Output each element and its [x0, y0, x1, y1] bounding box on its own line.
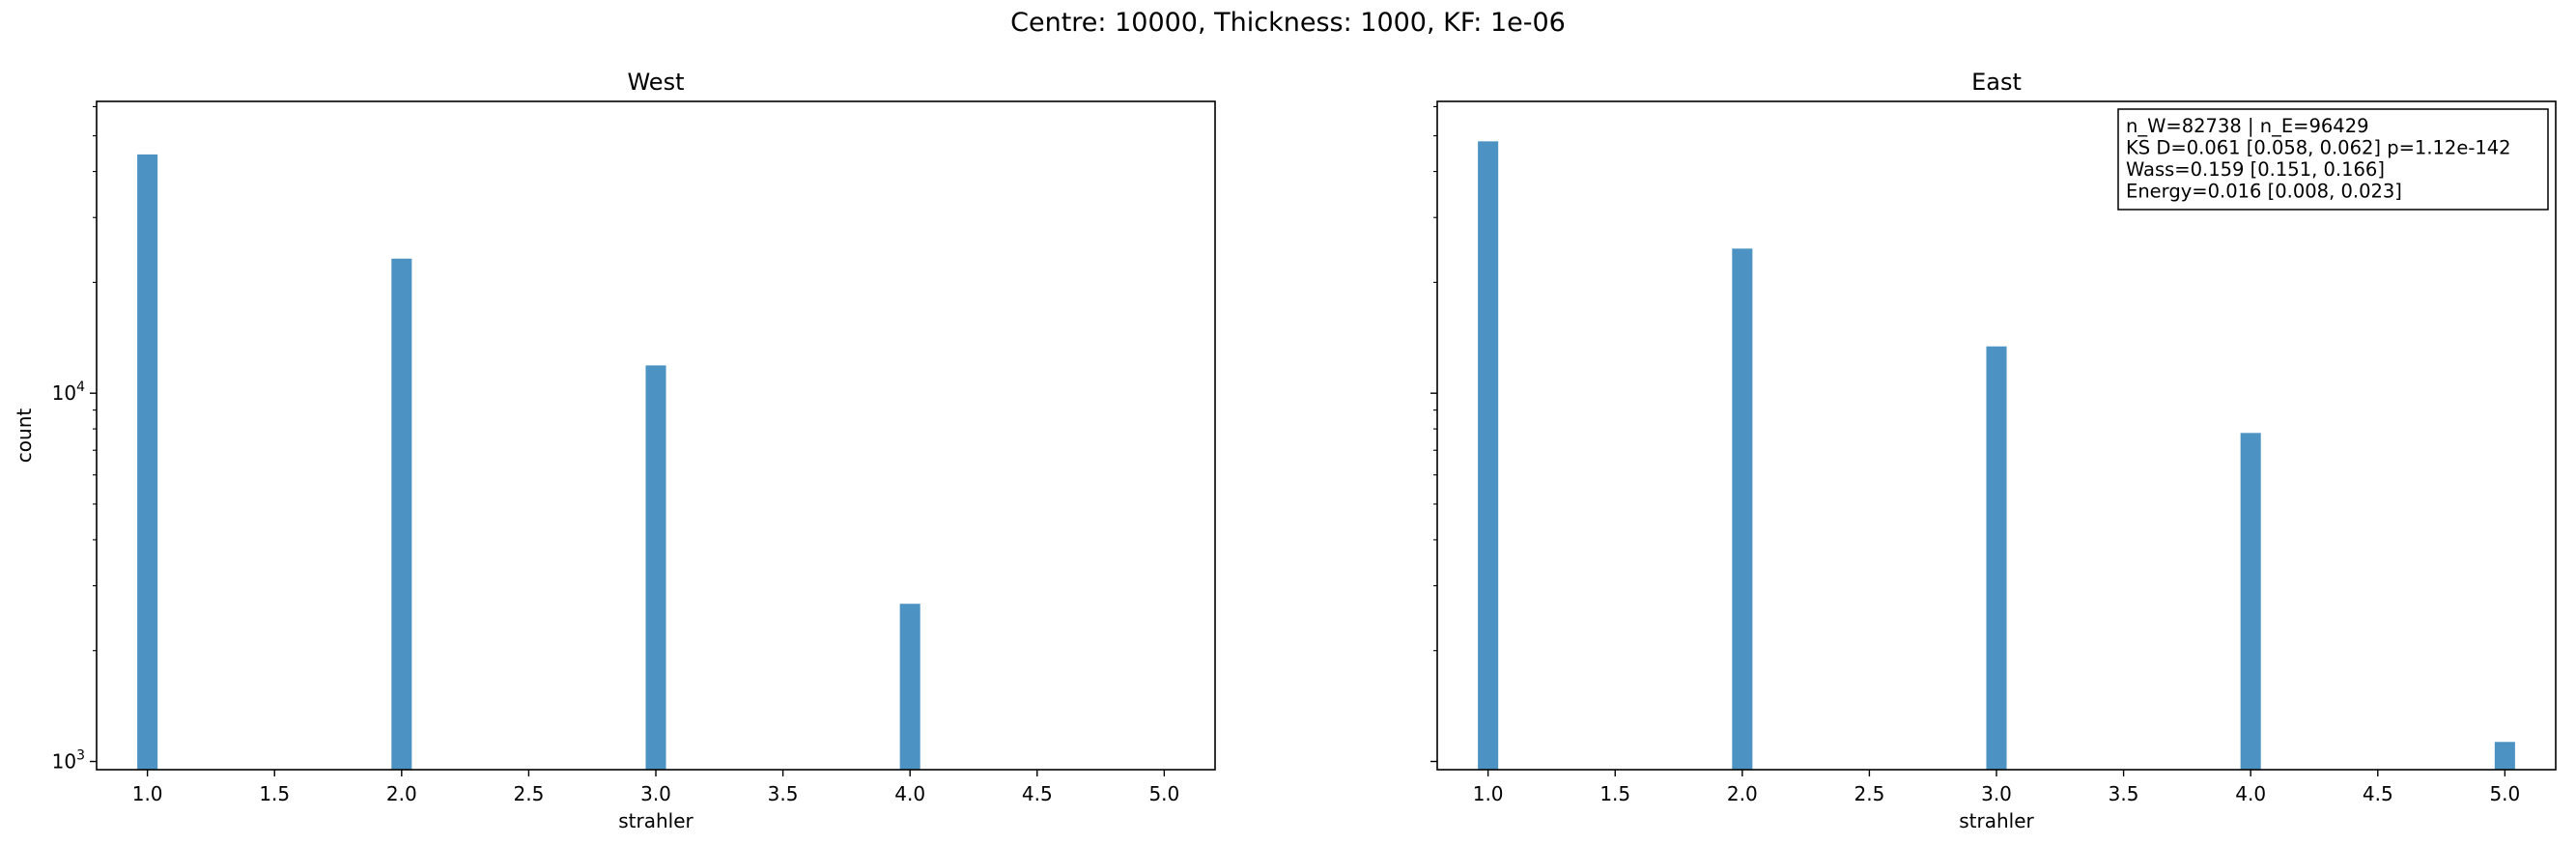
- bar-strahler-4.0: [2240, 433, 2261, 770]
- chart-panel-west: 1.0 1.5 2.0 2.5 3.0 3.5 4.0 4.5 5.0 103 104 West str…: [13, 69, 1216, 832]
- x-tick-label: 3.0: [1981, 782, 2012, 805]
- bar-strahler-5.0: [2494, 742, 2515, 770]
- x-tick-label: 5.0: [2489, 782, 2520, 805]
- x-tick-label: 2.5: [514, 782, 545, 805]
- chart-panel-east: 1.0 1.5 2.0 2.5 3.0 3.5 4.0 4.5 5.0 East strahler n…: [1430, 69, 2557, 832]
- x-tick-label: 3.0: [640, 782, 671, 805]
- y-axis-label: count: [13, 408, 36, 464]
- stats-annotation-line: Energy=0.016 [0.008, 0.023]: [2126, 181, 2402, 203]
- x-axis-label: strahler: [618, 809, 694, 832]
- x-tick-label: 1.0: [132, 782, 163, 805]
- x-tick-label: 1.5: [259, 782, 290, 805]
- stats-annotation-box: [2117, 108, 2549, 211]
- bar-strahler-2.0: [1732, 248, 1753, 771]
- stats-annotation-line: n_W=82738 | n_E=96429: [2126, 115, 2369, 137]
- x-tick-label: 1.0: [1473, 782, 1504, 805]
- bar-strahler-3.0: [1986, 346, 2007, 770]
- stats-annotation-line: Wass=0.159 [0.151, 0.166]: [2126, 158, 2385, 181]
- panel-title: West: [627, 69, 684, 96]
- x-tick-label: 3.5: [768, 782, 799, 805]
- bar-strahler-1.0: [137, 154, 158, 770]
- x-tick-label: 2.5: [1854, 782, 1885, 805]
- x-tick-label: 1.5: [1599, 782, 1630, 805]
- x-tick-label: 3.5: [2109, 782, 2139, 805]
- figure-suptitle: Centre: 10000, Thickness: 1000, KF: 1e-0…: [1010, 8, 1566, 38]
- panel-title: East: [1971, 69, 2022, 96]
- x-axis-label: strahler: [1959, 809, 2034, 832]
- bar-strahler-3.0: [645, 365, 666, 770]
- bar-strahler-4.0: [899, 604, 920, 770]
- x-tick-label: 2.0: [1727, 782, 1758, 805]
- y-tick-label: 103: [52, 748, 85, 774]
- bar-strahler-2.0: [391, 258, 412, 770]
- x-tick-label: 4.0: [894, 782, 925, 805]
- x-tick-label: 5.0: [1148, 782, 1179, 805]
- y-tick-label: 104: [52, 380, 85, 405]
- x-tick-label: 4.5: [2363, 782, 2393, 805]
- stats-annotation-line: KS D=0.061 [0.058, 0.062] p=1.12e-142: [2126, 137, 2511, 159]
- x-tick-label: 4.5: [1022, 782, 1053, 805]
- x-tick-label: 4.0: [2235, 782, 2266, 805]
- bar-strahler-1.0: [1478, 141, 1499, 771]
- x-tick-label: 2.0: [386, 782, 417, 805]
